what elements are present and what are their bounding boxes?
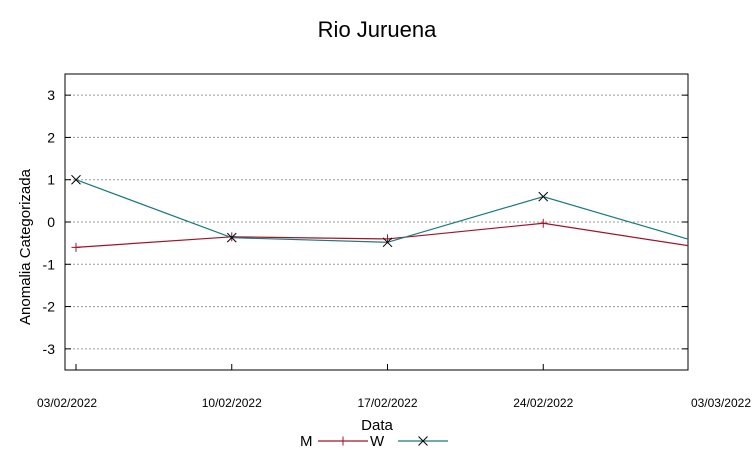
y-tick-label: 2 — [47, 129, 55, 145]
x-tick-label: 10/02/2022 — [202, 396, 262, 410]
y-tick-label: -3 — [43, 341, 56, 357]
x-tick-label: 03/02/2022 — [37, 396, 97, 410]
y-tick-label: 1 — [47, 172, 55, 188]
data-point-W — [71, 174, 81, 185]
data-point-M — [71, 242, 81, 252]
y-tick-label: -1 — [43, 256, 56, 272]
data-point-W — [382, 237, 393, 248]
grid — [65, 94, 688, 350]
series — [71, 174, 704, 252]
data-point-W — [538, 191, 549, 202]
legend-marker-W — [418, 436, 428, 446]
y-axis-label: Anomalia Categorizada — [17, 168, 34, 325]
y-ticks: 3 2 1 0 -1 -2 -3 — [43, 87, 688, 357]
chart-title: Rio Juruena — [318, 17, 437, 42]
x-tick-label: 03/03/2022 — [691, 396, 751, 410]
x-axis-label: Data — [361, 417, 393, 434]
y-tick-label: 0 — [47, 214, 55, 230]
x-ticks: 03/02/2022 10/02/2022 17/02/2022 24/02/2022… — [37, 364, 751, 410]
data-point-M — [538, 218, 548, 228]
data-point-W — [695, 238, 704, 247]
legend-marker-M — [338, 436, 348, 446]
x-tick-label: 24/02/2022 — [513, 396, 573, 410]
y-tick-label: 3 — [47, 87, 55, 103]
data-point-M — [695, 243, 704, 252]
x-tick-label: 17/02/2022 — [357, 396, 417, 410]
legend-label-W: W — [370, 433, 385, 450]
legend-label-M: M — [300, 433, 313, 450]
data-point-W — [226, 232, 237, 243]
y-tick-label: -2 — [43, 299, 56, 315]
